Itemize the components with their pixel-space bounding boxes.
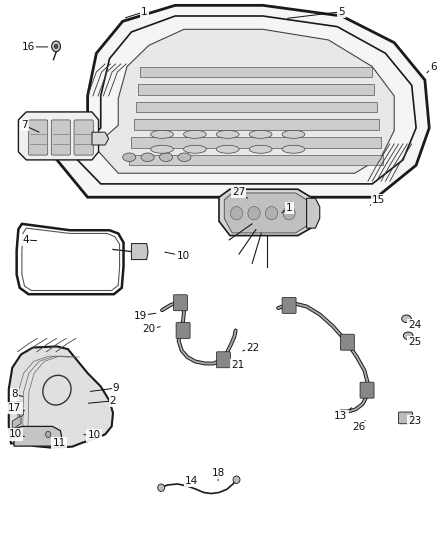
- Polygon shape: [92, 132, 109, 145]
- Text: 6: 6: [430, 62, 437, 71]
- Text: 10: 10: [8, 430, 21, 439]
- Text: 7: 7: [21, 120, 28, 130]
- Polygon shape: [18, 112, 99, 160]
- Ellipse shape: [216, 145, 239, 154]
- Text: 11: 11: [53, 439, 66, 448]
- Ellipse shape: [159, 153, 173, 161]
- Ellipse shape: [17, 431, 22, 438]
- Ellipse shape: [151, 145, 173, 154]
- Ellipse shape: [158, 484, 165, 491]
- Polygon shape: [131, 244, 148, 260]
- Polygon shape: [224, 193, 310, 233]
- Ellipse shape: [249, 130, 272, 138]
- Text: 8: 8: [11, 390, 18, 399]
- Text: 17: 17: [8, 403, 21, 413]
- Polygon shape: [129, 155, 383, 165]
- Polygon shape: [12, 416, 21, 429]
- Text: 18: 18: [212, 469, 225, 478]
- Ellipse shape: [178, 153, 191, 161]
- Polygon shape: [140, 67, 372, 77]
- Text: 1: 1: [286, 203, 293, 213]
- Text: 26: 26: [353, 423, 366, 432]
- Ellipse shape: [46, 431, 51, 438]
- Text: 27: 27: [232, 187, 245, 197]
- Ellipse shape: [283, 206, 295, 220]
- Text: 14: 14: [185, 476, 198, 486]
- Text: 16: 16: [22, 42, 35, 52]
- Ellipse shape: [151, 130, 173, 138]
- Text: 22: 22: [247, 343, 260, 352]
- Text: 24: 24: [409, 320, 422, 330]
- Ellipse shape: [282, 130, 305, 138]
- Text: 21: 21: [231, 360, 244, 370]
- Polygon shape: [136, 102, 377, 112]
- Text: 25: 25: [409, 337, 422, 347]
- Polygon shape: [9, 346, 113, 448]
- Ellipse shape: [54, 44, 58, 49]
- FancyBboxPatch shape: [340, 334, 354, 350]
- Text: 2: 2: [110, 396, 117, 406]
- Ellipse shape: [249, 145, 272, 154]
- Polygon shape: [14, 426, 62, 446]
- FancyBboxPatch shape: [282, 297, 296, 313]
- FancyBboxPatch shape: [216, 352, 230, 368]
- FancyBboxPatch shape: [28, 120, 48, 155]
- Text: 10: 10: [88, 431, 101, 440]
- Ellipse shape: [233, 476, 240, 483]
- FancyBboxPatch shape: [176, 322, 190, 338]
- Ellipse shape: [402, 315, 411, 322]
- Text: 10: 10: [177, 251, 190, 261]
- Ellipse shape: [18, 410, 24, 416]
- Ellipse shape: [184, 145, 206, 154]
- Polygon shape: [131, 137, 381, 148]
- Text: 20: 20: [142, 324, 155, 334]
- Polygon shape: [138, 84, 374, 95]
- Polygon shape: [94, 29, 394, 173]
- Ellipse shape: [141, 153, 154, 161]
- FancyBboxPatch shape: [173, 295, 187, 311]
- Ellipse shape: [184, 130, 206, 138]
- FancyBboxPatch shape: [51, 120, 71, 155]
- Ellipse shape: [248, 206, 260, 220]
- Text: 13: 13: [334, 411, 347, 421]
- Polygon shape: [307, 198, 320, 228]
- Ellipse shape: [265, 206, 278, 220]
- Text: 1: 1: [141, 7, 148, 17]
- FancyBboxPatch shape: [399, 412, 413, 424]
- Ellipse shape: [123, 153, 136, 161]
- Ellipse shape: [52, 41, 60, 52]
- Text: 23: 23: [409, 416, 422, 426]
- Text: 4: 4: [22, 235, 29, 245]
- Ellipse shape: [282, 145, 305, 154]
- Polygon shape: [57, 5, 429, 197]
- Ellipse shape: [216, 130, 239, 138]
- FancyBboxPatch shape: [74, 120, 93, 155]
- Text: 5: 5: [338, 7, 345, 17]
- Polygon shape: [134, 119, 379, 130]
- FancyBboxPatch shape: [360, 382, 374, 398]
- Text: 19: 19: [134, 311, 147, 320]
- Ellipse shape: [230, 206, 243, 220]
- Ellipse shape: [403, 332, 413, 340]
- Text: 9: 9: [113, 383, 120, 393]
- Polygon shape: [219, 189, 315, 236]
- Text: 15: 15: [372, 195, 385, 205]
